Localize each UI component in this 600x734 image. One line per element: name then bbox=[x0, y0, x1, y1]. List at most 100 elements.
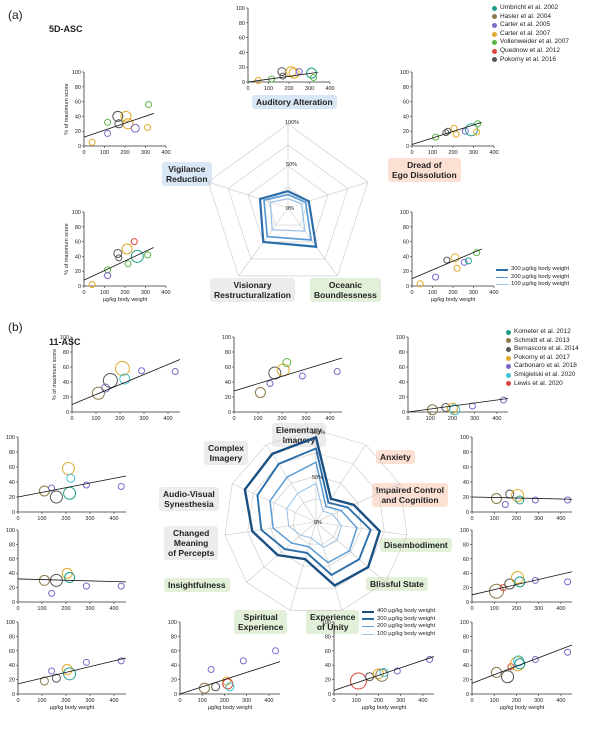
regression-line bbox=[471, 496, 573, 500]
dim-label-insightfulness: Insightfulness bbox=[164, 578, 230, 592]
legend-item: Quednow et al. 2012 bbox=[492, 47, 569, 56]
legend-item: Umbricht et al. 2002 bbox=[492, 4, 569, 13]
y-tick-label: 20 bbox=[463, 678, 469, 684]
data-point bbox=[130, 123, 140, 133]
radar-chart: 100% 50% 0% bbox=[224, 429, 408, 611]
x-tick-label: 300 bbox=[141, 290, 150, 296]
scatter-subplot: 0 20 40 60 80 100 0 100 200 300 400 µg/kg body weig… bbox=[460, 620, 573, 711]
legend-item: Bernasconi et al. 2014 bbox=[506, 345, 579, 354]
y-tick-label: 80 bbox=[9, 450, 15, 456]
x-axis-label: µg/kg body weight bbox=[431, 297, 476, 303]
data-point bbox=[432, 133, 440, 141]
radar-spoke bbox=[315, 444, 366, 523]
legend-swatch bbox=[492, 48, 497, 54]
x-tick-label: 200 bbox=[115, 416, 124, 422]
data-point bbox=[393, 667, 401, 675]
radar-grid-ring bbox=[224, 429, 408, 611]
y-tick-label: 40 bbox=[463, 663, 469, 669]
scatter-subplot: 0 20 40 60 80 100 0 100 200 300 400 bbox=[6, 435, 127, 522]
data-point bbox=[531, 655, 539, 663]
scatter-subplot: 0 20 40 60 80 100 0 100 200 300 400 bbox=[460, 528, 573, 612]
y-tick-label: 20 bbox=[239, 65, 245, 71]
data-point bbox=[51, 673, 61, 683]
scatter-subplot: 0 20 40 60 80 100 0 100 200 300 400 % of maximum sc… bbox=[64, 210, 171, 303]
x-tick-label: 0 bbox=[16, 516, 19, 522]
x-tick-label: 100 bbox=[264, 86, 273, 92]
scatter-subplot: 0 20 40 60 80 100 0 100 200 300 400 µg/kg body weig… bbox=[6, 620, 127, 711]
data-point bbox=[564, 496, 572, 504]
y-tick-label: 0 bbox=[12, 600, 15, 606]
x-tick-label: 100 bbox=[100, 290, 109, 296]
legend-swatch bbox=[492, 22, 497, 28]
scatter-subplot: 0 20 40 60 80 100 0 100 200 300 400 % of maximum sc… bbox=[52, 335, 181, 422]
x-tick-label: 100 bbox=[198, 698, 207, 704]
legend-line bbox=[496, 284, 508, 286]
x-tick-label: 400 bbox=[161, 290, 170, 296]
data-point bbox=[63, 486, 77, 500]
x-tick-label: 100 bbox=[490, 606, 499, 612]
data-point bbox=[198, 682, 210, 694]
x-tick-label: 300 bbox=[301, 416, 310, 422]
x-tick-label: 400 bbox=[161, 150, 170, 156]
x-tick-label: 0 bbox=[332, 698, 335, 704]
regression-line bbox=[17, 578, 127, 583]
y-tick-label: 20 bbox=[171, 678, 177, 684]
radar-tick-label: 100% bbox=[311, 430, 325, 436]
data-point bbox=[443, 256, 451, 264]
y-tick-label: 40 bbox=[325, 663, 331, 669]
y-tick-label: 40 bbox=[9, 480, 15, 486]
data-point bbox=[564, 578, 572, 586]
data-point bbox=[82, 658, 90, 666]
legend-line bbox=[496, 276, 508, 278]
regression-line bbox=[17, 657, 127, 685]
x-tick-label: 100 bbox=[490, 516, 499, 522]
x-tick-label: 100 bbox=[426, 416, 435, 422]
data-point bbox=[48, 667, 56, 675]
y-tick-label: 0 bbox=[12, 692, 15, 698]
x-axis-label: µg/kg body weight bbox=[208, 705, 253, 711]
legend-item: Hasler et al. 2004 bbox=[492, 13, 569, 22]
radar-series bbox=[258, 190, 318, 248]
y-tick-label: 80 bbox=[239, 21, 245, 27]
data-point bbox=[464, 123, 478, 137]
x-tick-label: 0 bbox=[16, 698, 19, 704]
y-tick-label: 20 bbox=[399, 395, 405, 401]
y-tick-label: 0 bbox=[328, 692, 331, 698]
y-tick-label: 0 bbox=[228, 410, 231, 416]
y-tick-label: 40 bbox=[403, 114, 409, 120]
data-point bbox=[121, 243, 133, 255]
scatter-subplot: 0 20 40 60 80 100 0 100 200 300 400 bbox=[396, 335, 509, 422]
y-tick-label: 40 bbox=[75, 114, 81, 120]
data-point bbox=[474, 120, 482, 128]
x-tick-label: 400 bbox=[489, 150, 498, 156]
legend-item: Carbonaro et al. 2018 bbox=[506, 362, 579, 371]
x-tick-label: 400 bbox=[489, 290, 498, 296]
panel-a-letter: (a) bbox=[8, 8, 23, 22]
data-point bbox=[104, 118, 112, 126]
legend-item: 100 µg/kg body weight bbox=[496, 281, 569, 289]
dim-label-disembodiment: Disembodiment bbox=[380, 538, 452, 552]
x-tick-label: 300 bbox=[242, 698, 251, 704]
data-point bbox=[39, 676, 49, 686]
y-tick-label: 100 bbox=[460, 435, 469, 441]
data-point bbox=[104, 272, 112, 280]
x-tick-label: 400 bbox=[556, 516, 565, 522]
data-point bbox=[501, 501, 509, 508]
y-tick-label: 20 bbox=[463, 586, 469, 592]
data-point bbox=[531, 576, 539, 584]
legend-swatch bbox=[506, 364, 511, 370]
radar-grid-ring bbox=[270, 475, 362, 567]
data-point bbox=[130, 249, 144, 263]
data-point bbox=[239, 657, 247, 665]
radar-grid-ring bbox=[247, 165, 329, 243]
data-point bbox=[61, 664, 73, 676]
data-point bbox=[446, 402, 458, 414]
y-tick-label: 20 bbox=[325, 678, 331, 684]
data-point bbox=[500, 396, 508, 404]
y-tick-label: 80 bbox=[63, 350, 69, 356]
data-point bbox=[112, 110, 124, 122]
data-point bbox=[138, 367, 146, 375]
y-axis-label: % of maximum score bbox=[64, 83, 70, 134]
x-tick-label: 0 bbox=[410, 290, 413, 296]
x-tick-label: 0 bbox=[470, 606, 473, 612]
